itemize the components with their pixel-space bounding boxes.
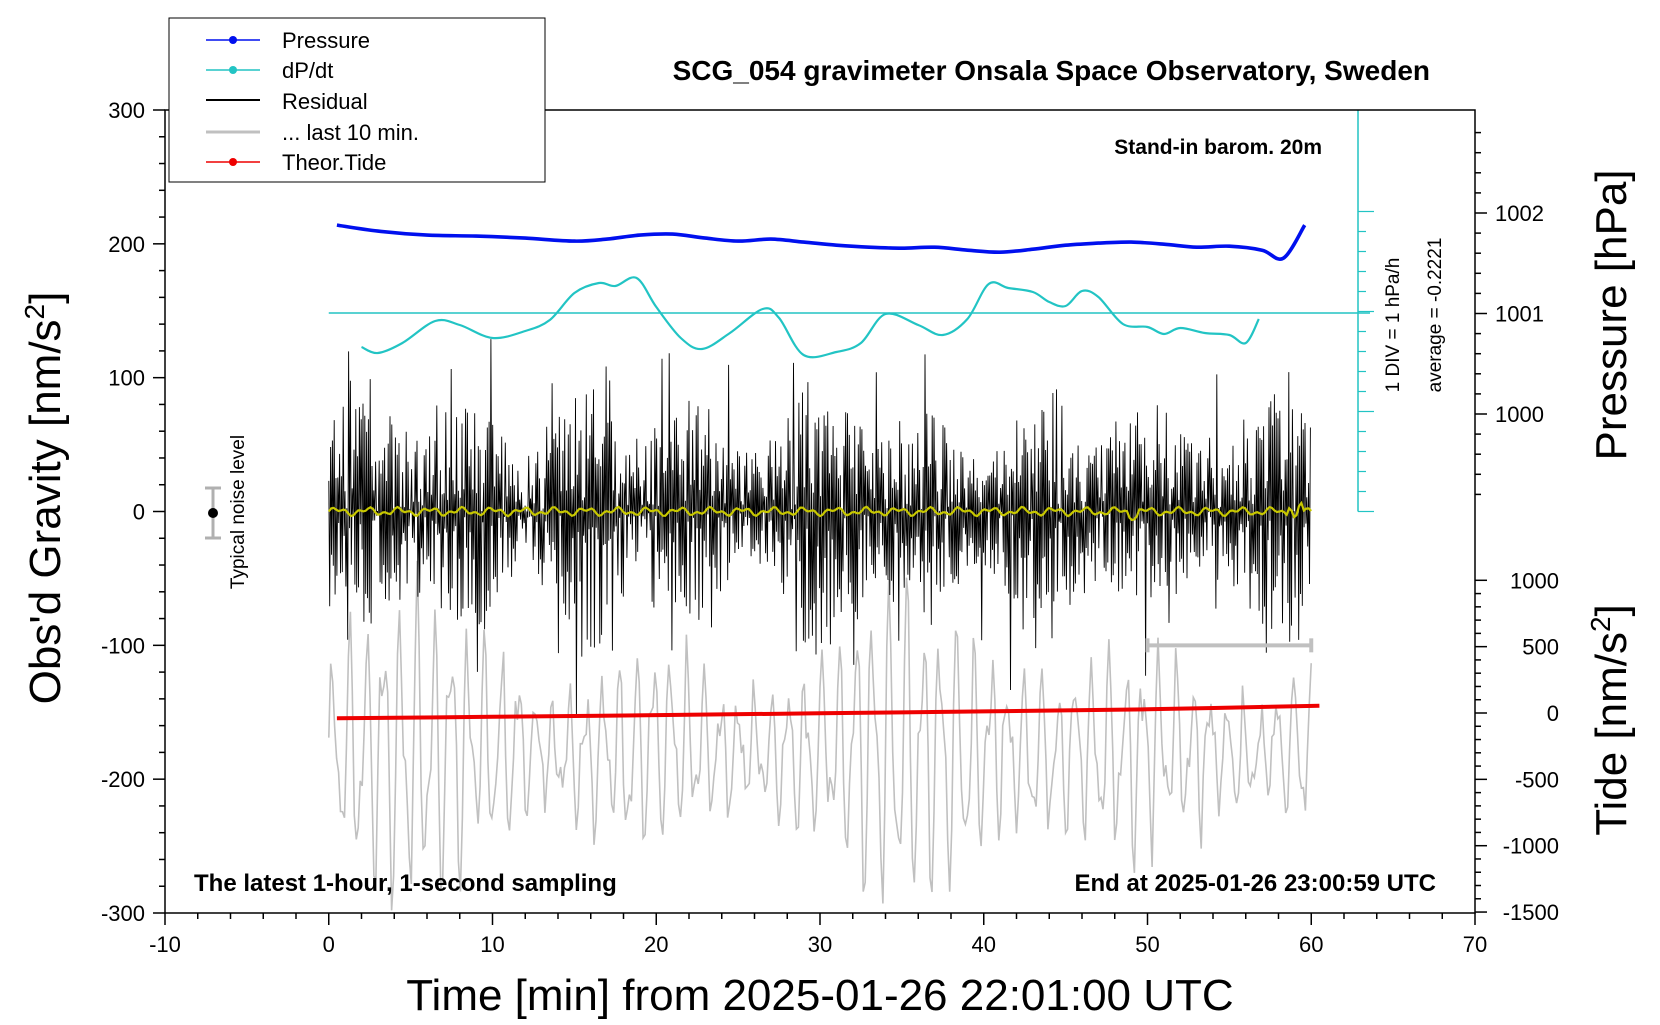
pressure-axis-title: Pressure [hPa]	[1587, 169, 1636, 460]
x-tick-label: 30	[808, 932, 832, 957]
dpdt-line	[361, 276, 1260, 359]
x-tick-label: -10	[149, 932, 181, 957]
x-tick-label: 0	[323, 932, 335, 957]
residual-smoothed-trace	[327, 500, 1313, 522]
pressure-tick-label: 1000	[1495, 402, 1544, 427]
x-axis-title: Time [min] from 2025-01-26 22:01:00 UTC	[406, 971, 1233, 1020]
legend: Pressure dP/dt Residual ... last 10 min.…	[168, 17, 546, 183]
noise-level-label: Typical noise level	[228, 435, 249, 589]
tide-tick-label: 0	[1547, 701, 1559, 726]
pressure-tick-label: 1001	[1495, 302, 1544, 327]
tide-tick-label: -1500	[1503, 900, 1559, 925]
noise-bands	[328, 560, 1312, 911]
svg-text:Theor.Tide: Theor.Tide	[282, 150, 386, 175]
end-time-note: End at 2025-01-26 23:00:59 UTC	[1075, 870, 1437, 897]
sampling-note: The latest 1-hour, 1-second sampling	[194, 870, 617, 897]
svg-text:dP/dt: dP/dt	[282, 58, 333, 83]
legend-residual: Residual	[206, 89, 368, 114]
chart-title: SCG_054 gravimeter Onsala Space Observat…	[673, 55, 1430, 86]
dpdt-scale-note: 1 DIV = 1 hPa/h	[1383, 258, 1404, 393]
y-tick-label: 300	[108, 98, 145, 123]
y-tick-label: -100	[101, 633, 145, 658]
barometer-note: Stand-in barom. 20m	[1114, 136, 1322, 159]
x-tick-label: 10	[480, 932, 504, 957]
tide-tick-label: -500	[1515, 767, 1559, 792]
pressure-tick-label: 1002	[1495, 201, 1544, 226]
legend-pressure: Pressure	[206, 28, 370, 53]
legend-theor-tide: Theor.Tide	[206, 150, 386, 175]
x-tick-label: 60	[1299, 932, 1323, 957]
data-series	[327, 110, 1374, 721]
x-tick-label: 20	[644, 932, 668, 957]
tide-tick-label: 1000	[1510, 568, 1559, 593]
legend-dpdt: dP/dt	[206, 58, 333, 83]
noise-level-marker	[205, 486, 221, 540]
svg-text:... last 10 min.: ... last 10 min.	[282, 120, 419, 145]
legend-last-10-min: ... last 10 min.	[206, 120, 419, 145]
theor-tide-line	[336, 703, 1320, 721]
svg-text:Pressure: Pressure	[282, 28, 370, 53]
last-10-min-trace	[328, 560, 1312, 911]
y-axis-title-left: Obs'd Gravity [nm/s2]	[19, 292, 70, 705]
x-tick-label: 40	[972, 932, 996, 957]
svg-text:Residual: Residual	[282, 89, 368, 114]
y-tick-label: -300	[101, 901, 145, 926]
axis-ticks: -10 0 10 20 30 40 50 60 703002001000-100-200-300…	[101, 98, 1559, 957]
tide-tick-label: -1000	[1503, 834, 1559, 859]
tide-axis-title: Tide [nm/s2]	[1585, 604, 1636, 836]
y-tick-label: 100	[108, 366, 145, 391]
tide-tick-label: 500	[1522, 635, 1559, 660]
y-tick-label: -200	[101, 767, 145, 792]
pressure-line	[336, 223, 1307, 261]
dpdt-average-note: average = -0.2221	[1425, 238, 1446, 393]
x-tick-label: 70	[1463, 932, 1487, 957]
y-tick-label: 200	[108, 232, 145, 257]
x-tick-label: 50	[1135, 932, 1159, 957]
residual-trace	[328, 339, 1311, 717]
y-tick-label: 0	[133, 500, 145, 525]
